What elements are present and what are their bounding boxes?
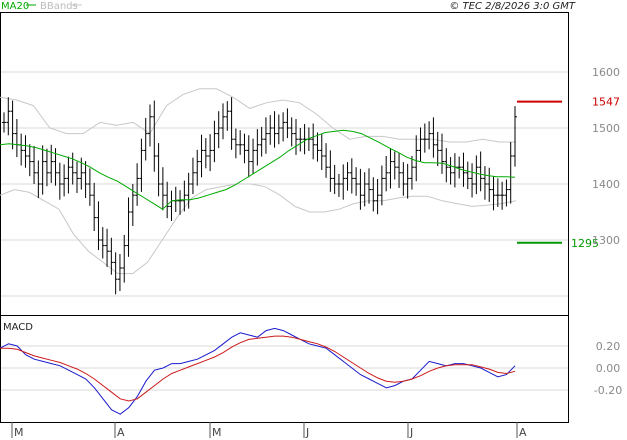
price-tick-label: 1300 (592, 234, 620, 247)
month-label: A (117, 426, 125, 439)
bband-upper (0, 88, 516, 143)
price-tick-label: 1600 (592, 66, 620, 79)
macd-label: MACD (3, 322, 33, 333)
price-axis: 1300 1400 1500 1600 0.20 0.00 -0.20 (592, 66, 622, 397)
price-tick-label: 1500 (592, 122, 620, 135)
macd-line (0, 327, 516, 415)
macd-panel-frame (0, 315, 569, 423)
price-tick-label: 1400 (592, 178, 620, 191)
support-resistance-levels: 1547 1295 (517, 96, 620, 250)
bollinger-bands (0, 88, 517, 275)
copyright: © TEC 2/8/2026 3:0 GMT (449, 1, 576, 12)
month-label: M (212, 426, 222, 439)
bband-lower (0, 183, 517, 275)
month-label: J (409, 426, 413, 439)
month-label: A (519, 426, 527, 439)
ma20-line (0, 129, 516, 210)
macd-tick-label: -0.20 (594, 384, 622, 397)
legend-ma20: MA20 (1, 1, 29, 12)
legend-bbands: BBands (40, 1, 78, 12)
macd-tick-label: 0.00 (596, 362, 621, 375)
ohlc-bars (2, 97, 517, 295)
gridlines (1, 71, 568, 391)
signal-line (0, 335, 516, 402)
month-label: J (305, 426, 309, 439)
month-label: M (14, 426, 24, 439)
resistance-label: 1547 (592, 96, 620, 109)
macd-lines (0, 327, 516, 415)
macd-tick-label: 0.20 (596, 340, 621, 353)
support-label: 1295 (571, 237, 599, 250)
ma20-path (0, 129, 516, 210)
